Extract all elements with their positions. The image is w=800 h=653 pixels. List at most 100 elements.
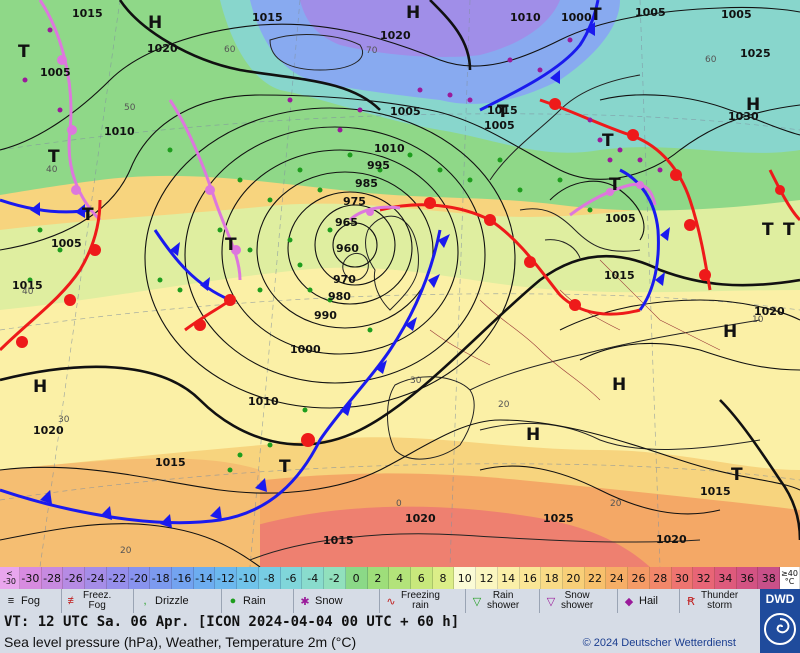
weather-legend: ≡ Fog ≢ Freez. Fog , Drizzle ● Rain ✱ Sn… (0, 589, 760, 613)
scale-step: -14 (193, 567, 216, 589)
temperature-label: 10 (752, 315, 764, 325)
isobar-label: 1005 (721, 8, 752, 21)
isobar-label: 1000 (561, 11, 592, 24)
scale-step: 18 (541, 567, 563, 589)
temperature-labels: 60 50 40 70 60 30 30 20 0 20 40 20 10 (22, 45, 764, 556)
isobar-label: 1015 (12, 279, 43, 292)
temperature-label: 30 (58, 415, 70, 425)
legend-item-snow: ✱ Snow (294, 589, 380, 613)
fronts (0, 0, 800, 525)
hail-icon: ◆ (624, 595, 634, 608)
occluded-front-atlantic (168, 99, 242, 281)
temperature-label: 20 (610, 499, 622, 509)
isobar-label: 1025 (543, 512, 574, 525)
scale-step: 38 (758, 567, 781, 589)
isobar-label: 1030 (728, 110, 759, 123)
scale-step: 32 (693, 567, 715, 589)
isobar-label: 960 (336, 242, 359, 255)
pressure-centres: H H H H H H H T T T T T T T T T T T T (18, 3, 795, 485)
scale-step: -28 (41, 567, 64, 589)
isobar-label: 1005 (51, 237, 82, 250)
isobar-label: 1025 (740, 47, 771, 60)
drizzle-icon: , (143, 595, 147, 607)
pressure-centre-symbol: H (33, 377, 47, 397)
warm-front-east (539, 98, 712, 291)
scale-step: 12 (476, 567, 498, 589)
isobar-label: 1020 (33, 424, 64, 437)
isobar-label: 1020 (754, 305, 785, 318)
graticule (0, 0, 800, 567)
scale-step: 10 (454, 567, 477, 589)
legend-label: Fog (21, 595, 40, 607)
isobar-label: 1020 (147, 42, 178, 55)
scale-high-bottom: °C (784, 577, 795, 586)
isobar-label: 980 (328, 290, 351, 303)
pressure-centre-symbol: T (609, 175, 621, 195)
warm-front-main (379, 203, 641, 316)
snow-shower-icon: ▽ (546, 595, 556, 608)
warm-front-far-east (768, 169, 800, 222)
legend-item-thunderstorm: Ꞧ Thunder storm (680, 589, 760, 613)
temperature-label: 40 (46, 165, 58, 175)
legend-item-freezing-fog: ≢ Freez. Fog (62, 589, 134, 613)
pressure-centre-symbol: T (82, 205, 94, 225)
legend-item-drizzle: , Drizzle (134, 589, 222, 613)
temperature-field-cool (0, 190, 800, 310)
chart-description: Sea level pressure (hPa), Weather, Tempe… (4, 634, 357, 650)
front-symbols (16, 22, 785, 528)
coastlines (249, 34, 761, 561)
valid-time: VT: 12 UTC Sa. 06 Apr. [ICON 2024-04-04 … (4, 614, 460, 630)
scale-step: -6 (280, 567, 303, 589)
scale-step: -18 (150, 567, 173, 589)
legend-item-rain-shower: ▽ Rain shower (466, 589, 540, 613)
isobar-label: 1005 (40, 66, 71, 79)
temperature-label: 50 (124, 103, 136, 113)
scale-step: -16 (172, 567, 194, 589)
isobar-label: 1020 (656, 533, 687, 546)
cold-front-main (0, 229, 442, 525)
isobar-labels: 1015 1015 1020 1020 1005 1010 1005 1015 … (12, 6, 785, 547)
isobar-label: 1005 (390, 105, 421, 118)
thunderstorm-icon: Ꞧ (687, 595, 695, 608)
scale-step: 16 (519, 567, 542, 589)
scale-step: -12 (215, 567, 238, 589)
freezing-rain-icon: ∿ (386, 595, 396, 608)
pressure-centre-symbol: T (48, 147, 60, 167)
legend-label: Snow (315, 595, 343, 607)
pressure-centre-symbol: T (783, 220, 795, 240)
isobar-label: 1005 (635, 6, 666, 19)
scale-step: 8 (432, 567, 455, 589)
isobar-label: 1015 (323, 534, 354, 547)
legend-item-fog: ≡ Fog (0, 589, 62, 613)
temperature-label: 70 (366, 46, 378, 56)
scale-step: -4 (302, 567, 325, 589)
snow-symbols (22, 27, 663, 173)
isobar-label: 1020 (380, 29, 411, 42)
logo-text: DWD (765, 592, 795, 606)
warm-front-atlantic (0, 199, 102, 352)
legend-label: Thunder storm (701, 590, 739, 611)
fog-icon: ≡ (7, 595, 15, 607)
scale-step: 26 (628, 567, 650, 589)
pressure-centre-symbol: T (590, 5, 602, 25)
isobar-label: 1005 (605, 212, 636, 225)
temperature-field-hot-south (240, 506, 650, 567)
weather-symbols (27, 147, 593, 473)
pressure-centre-symbol: H (723, 322, 737, 342)
freezing-fog-icon: ≢ (67, 595, 79, 607)
scale-step: 4 (389, 567, 411, 589)
legend-item-hail: ◆ Hail (618, 589, 680, 613)
cold-front-mid-atlantic (153, 229, 231, 302)
isobar-label: 1010 (510, 11, 541, 24)
surface-pressure-map: H H H H H H H T T T T T T T T T T T T (0, 0, 800, 567)
cold-front-north (479, 0, 600, 112)
isobar-label: 965 (335, 216, 358, 229)
legend-label: Hail (639, 595, 658, 607)
scale-step: -10 (237, 567, 259, 589)
pressure-centre-symbol: T (731, 465, 743, 485)
isobar-label: 1005 (484, 119, 515, 132)
isobar-label: 995 (367, 159, 390, 172)
temperature-label: 30 (410, 376, 422, 386)
scale-step: -8 (258, 567, 281, 589)
